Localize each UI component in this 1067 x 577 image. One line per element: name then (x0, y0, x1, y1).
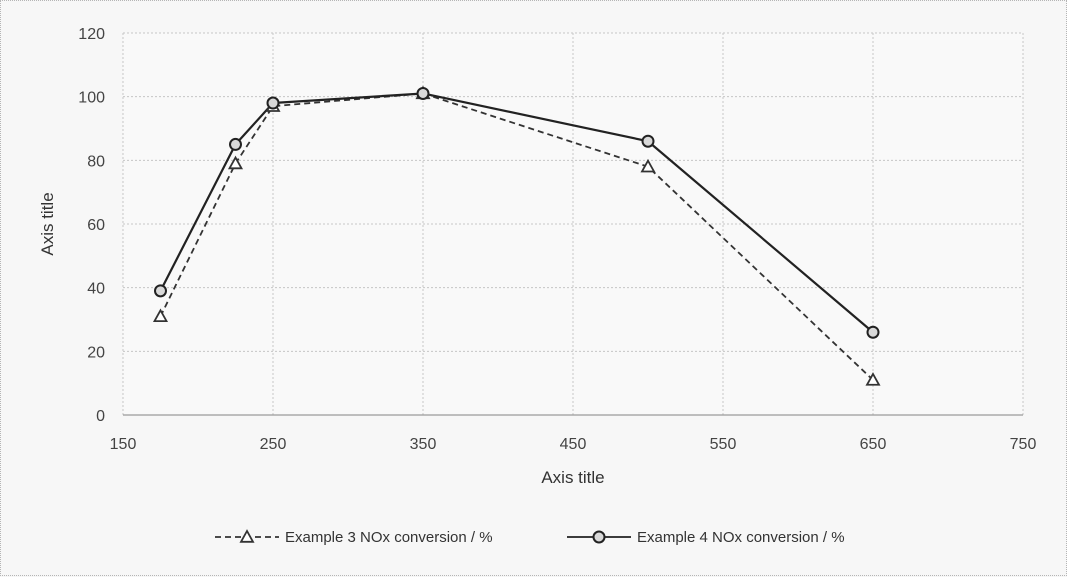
x-tick-label: 450 (560, 436, 587, 453)
x-tick-label: 550 (710, 436, 737, 453)
x-tick-label: 150 (110, 436, 137, 453)
y-tick-label: 0 (96, 408, 105, 425)
y-tick-label: 100 (78, 90, 105, 107)
legend-label-example-4: Example 4 NOx conversion / % (637, 529, 845, 546)
y-tick-label: 60 (87, 217, 105, 234)
y-tick-label: 80 (87, 153, 105, 170)
data-point-example-4 (418, 88, 429, 99)
x-tick-label: 250 (260, 436, 287, 453)
x-tick-label: 650 (860, 436, 887, 453)
y-tick-label: 120 (78, 26, 105, 43)
y-axis-title: Axis title (38, 192, 57, 255)
legend-marker-example-3 (241, 531, 253, 542)
y-tick-label: 40 (87, 281, 105, 298)
legend-marker-example-4 (594, 532, 605, 543)
data-point-example-4 (230, 139, 241, 150)
data-point-example-4 (643, 136, 654, 147)
data-point-example-4 (155, 285, 166, 296)
y-tick-label: 20 (87, 344, 105, 361)
x-axis-title: Axis title (541, 468, 604, 487)
data-point-example-4 (868, 327, 879, 338)
x-tick-label: 750 (1010, 436, 1037, 453)
x-tick-label: 350 (410, 436, 437, 453)
legend-label-example-3: Example 3 NOx conversion / % (285, 529, 493, 546)
data-point-example-4 (268, 98, 279, 109)
